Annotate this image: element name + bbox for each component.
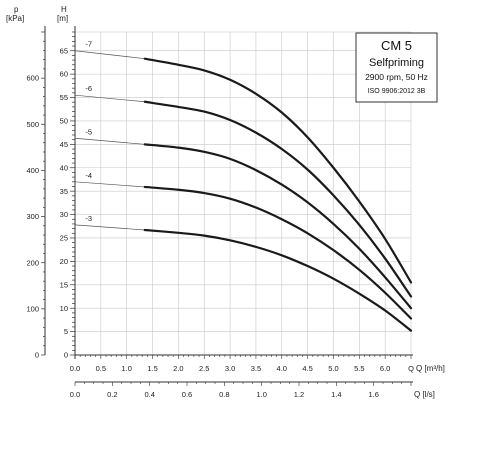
flow-ls-tick-label: 1.4 xyxy=(331,390,341,399)
head-tick-label: 55 xyxy=(60,93,68,102)
curve-stage-label: -4 xyxy=(85,171,92,180)
head-tick-label: 60 xyxy=(60,70,68,79)
flow-m3h-tick-label: 3.5 xyxy=(251,364,261,373)
flow-m3h-tick-label: 4.5 xyxy=(302,364,312,373)
pump-curve-line xyxy=(143,228,413,332)
curve-stage-label: -6 xyxy=(85,84,92,93)
head-tick-label: 25 xyxy=(60,234,68,243)
info-box-subtitle: Selfpriming xyxy=(369,57,424,69)
head-tick-label: 45 xyxy=(60,140,68,149)
pump-curve-line xyxy=(143,185,413,320)
flow-m3h-tick-label: 1.5 xyxy=(147,364,157,373)
head-tick-label: 40 xyxy=(60,163,68,172)
curve-stage-label: -5 xyxy=(85,127,92,136)
head-tick-label: 10 xyxy=(60,304,68,313)
flow-m3h-end-label: Q xyxy=(408,364,414,373)
flow-ls-tick-label: 0.8 xyxy=(219,390,229,399)
curve-stage-label: -7 xyxy=(85,40,92,49)
flow-m3h-tick-label: 0.0 xyxy=(70,364,80,373)
pressure-tick-label: 600 xyxy=(26,74,39,83)
info-box-frame xyxy=(355,32,438,103)
head-tick-label: 50 xyxy=(60,117,68,126)
flow-m3h-tick-label: 3.0 xyxy=(225,364,235,373)
pressure-tick-label: 300 xyxy=(26,212,39,221)
flow-ls-tick-label: 0.0 xyxy=(70,390,80,399)
flow-ls-tick-label: 1.2 xyxy=(294,390,304,399)
curve-extension-line xyxy=(74,181,145,188)
pressure-axis-unit: [kPa] xyxy=(6,14,24,23)
curve-extension-line xyxy=(74,224,145,231)
info-box-speed: 2900 rpm, 50 Hz xyxy=(365,72,428,82)
head-tick-label: 15 xyxy=(60,280,68,289)
pump-curve-line xyxy=(143,100,413,298)
pressure-tick-label: 400 xyxy=(26,166,39,175)
pump-curve-line xyxy=(143,143,413,310)
flow-ls-tick-label: 0.4 xyxy=(144,390,154,399)
head-axis-unit: [m] xyxy=(57,14,68,23)
flow-m3h-tick-label: 5.0 xyxy=(328,364,338,373)
head-axis-symbol: H xyxy=(61,5,67,14)
flow-m3h-tick-label: 1.0 xyxy=(121,364,131,373)
flow-ls-axis-label: Q [l/s] xyxy=(414,390,435,399)
curve-extension-line xyxy=(74,137,145,145)
flow-ls-tick-label: 1.0 xyxy=(256,390,266,399)
flow-m3h-tick-label: 2.0 xyxy=(173,364,183,373)
flow-ls-tick-label: 0.2 xyxy=(107,390,117,399)
pump-curve-line xyxy=(143,57,413,284)
info-box-title: CM 5 xyxy=(381,38,412,53)
curve-extension-line xyxy=(74,50,145,60)
pressure-tick-label: 200 xyxy=(26,258,39,267)
head-tick-label: 65 xyxy=(60,46,68,55)
info-box-standard: ISO 9906:2012 3B xyxy=(368,88,426,95)
head-tick-label: 30 xyxy=(60,210,68,219)
curve-extension-line xyxy=(74,94,145,103)
flow-m3h-tick-label: 4.0 xyxy=(277,364,287,373)
head-tick-label: 5 xyxy=(64,327,68,336)
flow-m3h-axis-label: Q [m³/h] xyxy=(416,364,445,373)
pressure-tick-label: 100 xyxy=(26,304,39,313)
flow-m3h-tick-label: 0.5 xyxy=(96,364,106,373)
pressure-tick-label: 0 xyxy=(35,351,39,360)
info-box: CM 5 Selfpriming 2900 rpm, 50 Hz ISO 990… xyxy=(355,32,438,103)
axes: 0 5 10 15 20 25 30 35 40 45 50 55 60 65 0 100 200 300 400 5… xyxy=(26,26,414,399)
axis-labels: p [kPa] H [m] Q [m³/h] Q [l/s] xyxy=(6,5,445,399)
pressure-axis-symbol: p xyxy=(14,5,19,14)
curve-stage-label: -3 xyxy=(85,214,92,223)
flow-ls-tick-label: 0.6 xyxy=(182,390,192,399)
flow-m3h-tick-label: 6.0 xyxy=(380,364,390,373)
pressure-tick-label: 500 xyxy=(26,120,39,129)
head-tick-label: 35 xyxy=(60,187,68,196)
flow-m3h-tick-label: 5.5 xyxy=(354,364,364,373)
flow-ls-tick-label: 1.6 xyxy=(368,390,378,399)
flow-m3h-tick-label: 2.5 xyxy=(199,364,209,373)
head-tick-label: 0 xyxy=(64,351,68,360)
curves: -7 -6 -5 -4 -3 xyxy=(74,40,413,332)
head-tick-label: 20 xyxy=(60,257,68,266)
